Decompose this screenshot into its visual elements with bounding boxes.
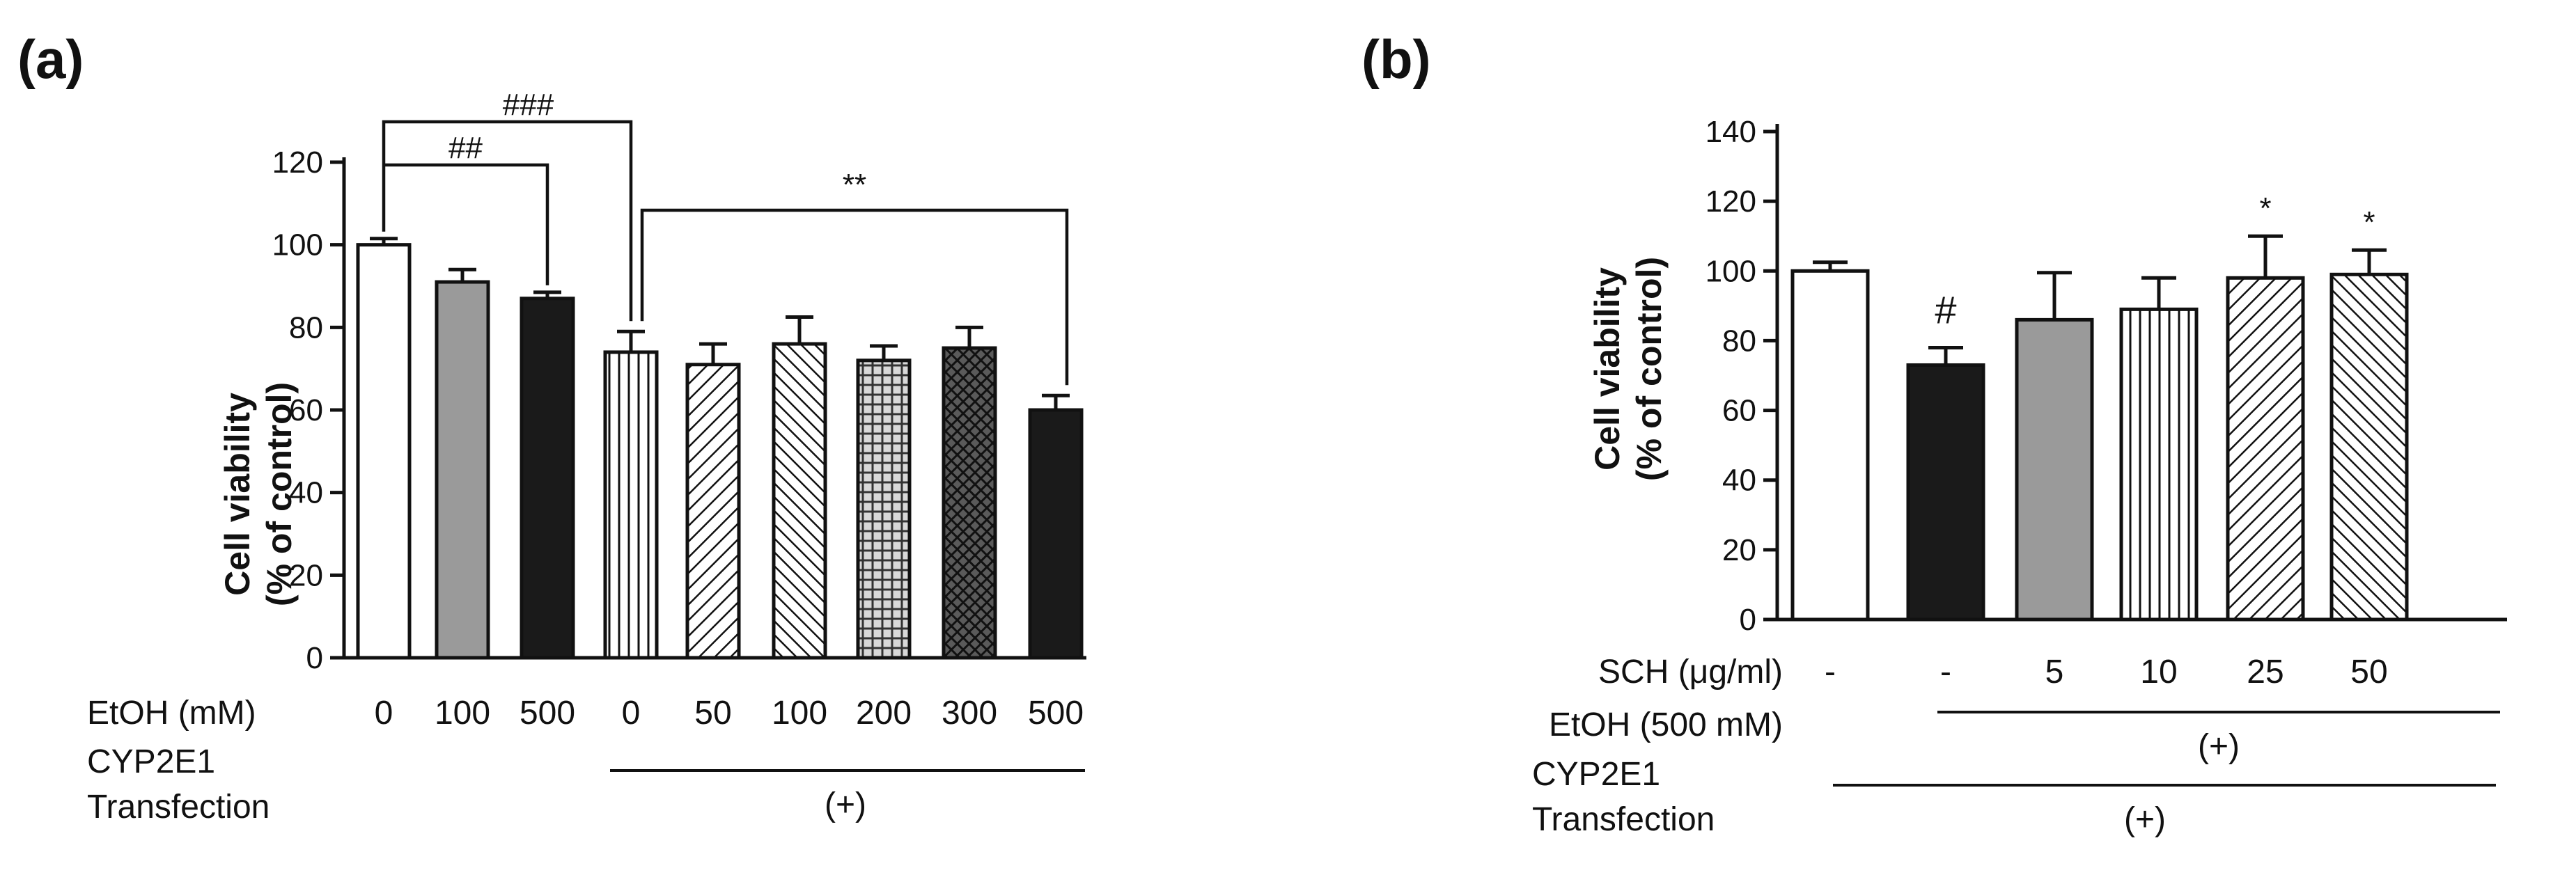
panel-b-category-4: 10 xyxy=(2140,654,2177,690)
panel-b-etoh-marker: (+) xyxy=(2198,728,2240,765)
panel-b-category-1: - xyxy=(1825,654,1836,690)
panel-b-significance-marks: # * * xyxy=(1935,191,2375,331)
panel-a-y-tick-label: 60 xyxy=(289,393,323,427)
panel-a-category-3: 500 xyxy=(520,695,575,732)
panel-a-category-4: 0 xyxy=(622,695,641,732)
panel-b-mark-6: * xyxy=(2363,205,2375,239)
panel-a-bracket-double-star xyxy=(640,208,1069,386)
panel-a-cyp-label-1: CYP2E1 xyxy=(87,743,215,780)
panel-b: (b) Cell viability (% of control) 0 20 40 6… xyxy=(1361,29,2507,838)
panel-b-ylabel-line1: Cell viability xyxy=(1588,267,1627,471)
panel-a-category-7: 200 xyxy=(856,695,912,732)
panel-a-sig-double-star: ** xyxy=(843,168,866,202)
panel-b-bar-5 xyxy=(2226,276,2305,622)
panel-b-category-3: 5 xyxy=(2045,654,2064,690)
panel-a-y-tick-label: 0 xyxy=(306,641,323,675)
panel-a-category-2: 100 xyxy=(435,695,490,732)
panel-b-y-ticks: 0 20 40 60 80 100 120 140 xyxy=(1705,115,1777,637)
panel-a-bracket-double-hash xyxy=(384,163,549,285)
panel-b-sch-label: SCH (μg/ml) xyxy=(1598,654,1783,690)
panel-a-category-9: 500 xyxy=(1028,695,1084,732)
panel-b-bar-3 xyxy=(2015,317,2094,622)
panel-b-bar-6 xyxy=(2329,272,2409,622)
panel-b-error-bars xyxy=(1813,234,2387,365)
panel-b-ylabel-line2: (% of control) xyxy=(1630,257,1669,481)
panel-a-y-tick-label: 40 xyxy=(289,476,323,510)
panel-a-bar-8 xyxy=(942,346,997,660)
panel-a-category-labels: 0 100 500 0 50 100 200 300 500 xyxy=(375,695,1084,732)
panel-b-etoh-label: EtOH (500 mM) xyxy=(1549,707,1783,743)
panel-b-y-tick-label: 40 xyxy=(1722,464,1756,498)
panel-a-category-5: 50 xyxy=(694,695,731,732)
panel-b-category-6: 50 xyxy=(2350,654,2387,690)
panel-a-category-1: 0 xyxy=(375,695,393,732)
panel-b-bar-2 xyxy=(1906,363,1985,622)
panel-a-bar-3 xyxy=(520,297,575,660)
panel-a-y-tick-label: 100 xyxy=(272,228,323,262)
panel-a-bar-4 xyxy=(603,350,659,660)
panel-a-bar-2 xyxy=(435,280,490,660)
panel-a-y-ticks: 0 20 40 60 80 100 120 xyxy=(272,145,344,675)
panel-a-bar-7 xyxy=(856,358,912,660)
panel-b-ylabel: Cell viability (% of control) xyxy=(1588,257,1669,481)
panel-b-y-tick-label: 20 xyxy=(1722,533,1756,567)
panel-a-bracket-triple-hash xyxy=(382,120,633,322)
panel-b-cyp-label-2: Transfection xyxy=(1532,801,1715,838)
panel-a-bar-1 xyxy=(356,243,412,660)
panel-a-cyp-label-2: Transfection xyxy=(87,789,270,826)
panel-a-error-bars xyxy=(370,237,1070,410)
panel-a-category-8: 300 xyxy=(942,695,997,732)
panel-b-y-tick-label: 100 xyxy=(1705,254,1756,288)
panel-a-y-tick-label: 20 xyxy=(289,558,323,592)
panel-a-bars xyxy=(356,243,1084,660)
panel-b-bar-1 xyxy=(1790,269,1870,622)
panel-b-y-tick-label: 0 xyxy=(1740,603,1756,637)
panel-a-label: (a) xyxy=(17,29,84,90)
panel-a-sig-triple-hash: ### xyxy=(503,88,554,122)
panel-b-y-tick-label: 60 xyxy=(1722,394,1756,428)
panel-a-bar-9 xyxy=(1028,408,1084,660)
panel-a-category-6: 100 xyxy=(772,695,827,732)
panel-a-bar-6 xyxy=(772,342,827,660)
panel-a-sig-double-hash: ## xyxy=(448,131,483,165)
panel-b-y-tick-label: 120 xyxy=(1705,184,1756,219)
panel-b-cyp-marker: (+) xyxy=(2124,801,2166,838)
panel-b-bars xyxy=(1790,269,2409,622)
panel-b-bar-4 xyxy=(2119,307,2199,622)
panel-b-y-tick-label: 80 xyxy=(1722,324,1756,358)
panel-b-label: (b) xyxy=(1361,29,1431,90)
panel-b-category-labels: - - 5 10 25 50 xyxy=(1825,654,2388,690)
panel-a-etoh-label: EtOH (mM) xyxy=(87,695,256,732)
panel-a-cyp-marker: (+) xyxy=(825,787,866,823)
panel-b-mark-2: # xyxy=(1935,287,1956,331)
panel-a-ylabel-line2: (% of control) xyxy=(260,382,299,606)
panel-a-ylabel-line1: Cell viability xyxy=(218,393,257,596)
panel-a-significance: #####** xyxy=(382,88,1069,386)
panel-b-cyp-label-1: CYP2E1 xyxy=(1532,756,1660,793)
panel-a-bar-5 xyxy=(685,363,741,660)
panel-b-category-5: 25 xyxy=(2247,654,2284,690)
panel-a: (a) Cell viability (% of control) 0 20 40 6… xyxy=(17,29,1086,826)
panel-b-mark-5: * xyxy=(2259,191,2271,226)
panel-b-category-2: - xyxy=(1940,654,1951,690)
panel-a-y-tick-label: 80 xyxy=(289,310,323,345)
panel-a-y-tick-label: 120 xyxy=(272,145,323,180)
panel-b-y-tick-label: 140 xyxy=(1705,115,1756,149)
panel-a-ylabel: Cell viability (% of control) xyxy=(218,382,299,606)
